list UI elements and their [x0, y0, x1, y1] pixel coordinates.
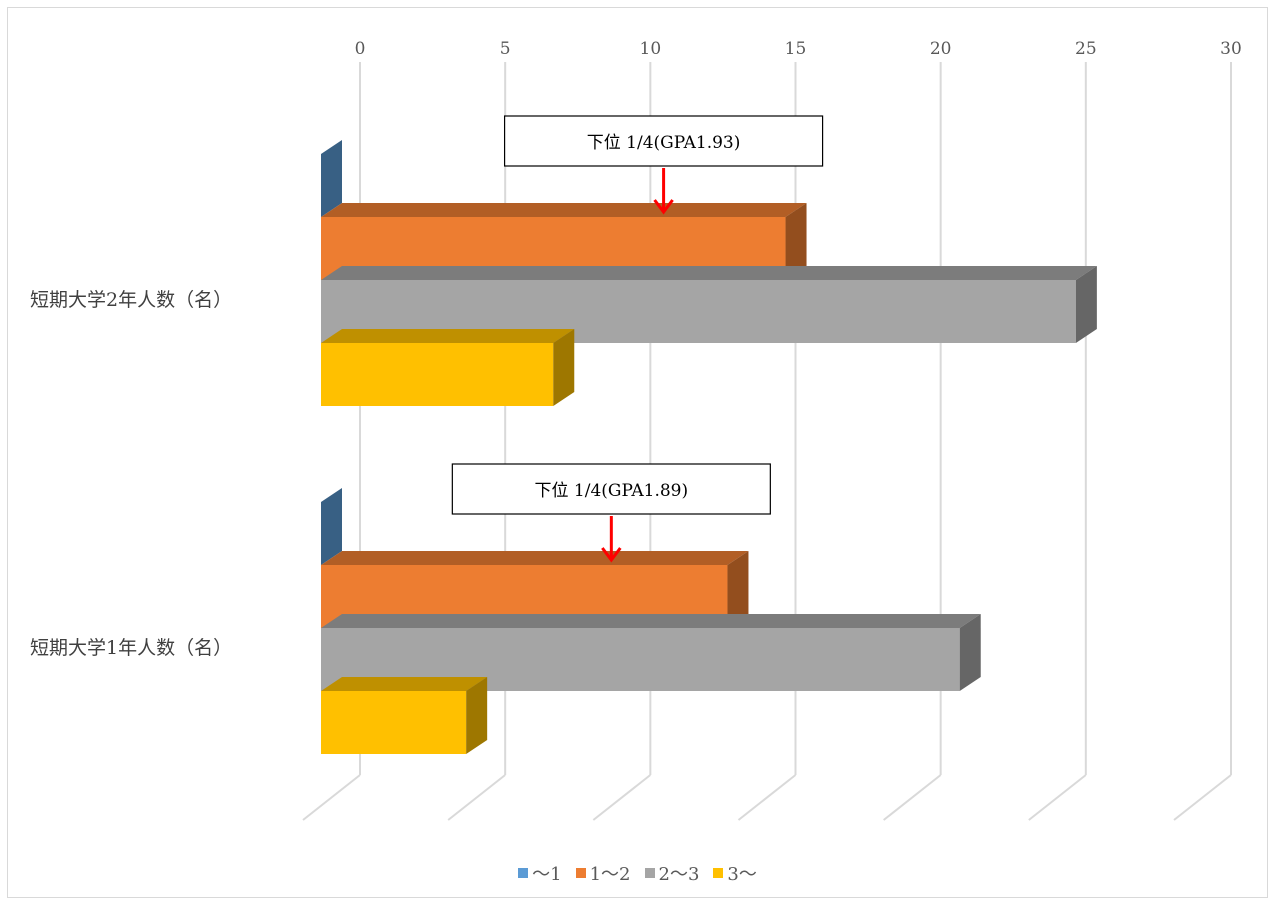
x-tick-label: 10	[640, 39, 662, 59]
bar-top	[321, 266, 1097, 280]
legend-swatch	[644, 868, 655, 878]
floor-gridline	[1028, 774, 1087, 821]
bar-side	[1075, 266, 1097, 343]
red-arrow-head	[601, 547, 622, 563]
legend-item: 3～	[713, 860, 757, 886]
bar-top	[321, 677, 488, 691]
floor-gridline	[737, 774, 797, 821]
callout-text: 下位 1/4(GPA1.93)	[587, 133, 741, 153]
bar-front	[321, 691, 467, 754]
x-tick-label: 30	[1220, 39, 1242, 59]
legend-item: 2～3	[644, 860, 700, 886]
bar-side	[727, 551, 749, 628]
legend-swatch	[713, 868, 724, 878]
bar-top	[321, 203, 807, 217]
legend-label: 2～3	[658, 864, 700, 885]
category-label: 短期大学1年人数（名）	[30, 637, 232, 659]
floor-gridline	[592, 774, 651, 821]
callout-box	[503, 115, 824, 167]
legend-label: ～1	[532, 864, 562, 885]
legend: ～1 1～2 2～3 3～	[0, 861, 1275, 885]
legend-swatch	[518, 868, 529, 878]
callout-box	[451, 463, 771, 515]
legend-label: 1～2	[589, 864, 631, 885]
bar-side	[321, 488, 342, 565]
x-tick-label: 25	[1075, 39, 1097, 59]
legend-item: 1～2	[575, 860, 631, 886]
legend-item: ～1	[518, 860, 562, 886]
bar-side	[553, 329, 575, 406]
floor-gridline	[302, 774, 361, 821]
x-tick-label: 0	[355, 39, 366, 59]
legend-label: 3～	[727, 864, 757, 885]
bar-top	[321, 551, 749, 565]
floor-gridline	[883, 774, 942, 821]
x-tick-label: 20	[930, 39, 952, 59]
x-tick-label: 5	[500, 39, 511, 59]
bar-side	[321, 140, 342, 217]
bar-front	[321, 343, 554, 406]
callout-text: 下位 1/4(GPA1.89)	[535, 481, 689, 501]
bar-top	[321, 614, 981, 628]
floor-gridline	[1173, 774, 1232, 821]
bar-top	[321, 329, 575, 343]
red-arrow-head	[653, 199, 674, 215]
bar-side	[785, 203, 807, 280]
category-label: 短期大学2年人数（名）	[30, 289, 232, 311]
bar-side	[466, 677, 488, 754]
floor-gridline	[447, 774, 506, 821]
legend-swatch	[575, 868, 586, 878]
x-tick-label: 15	[785, 39, 807, 59]
bar-side	[959, 614, 981, 691]
